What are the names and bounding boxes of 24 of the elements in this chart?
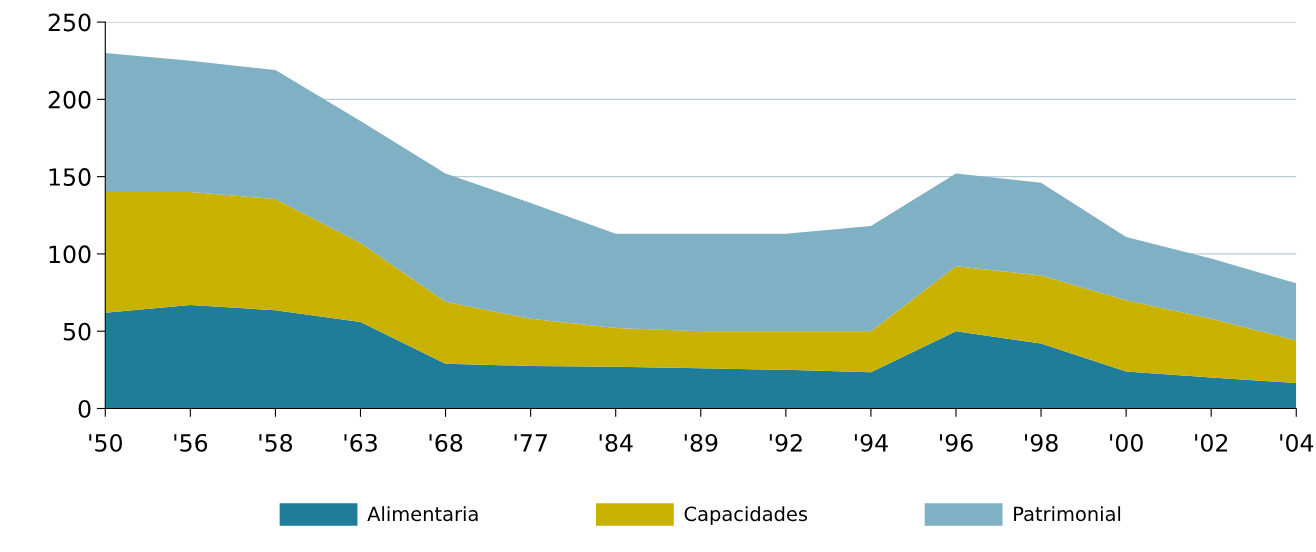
x-tick-label: '84 — [599, 433, 633, 452]
y-tick-label: 0 — [78, 399, 91, 418]
x-tick-label: '96 — [939, 433, 973, 452]
x-tick-label: '68 — [429, 433, 463, 452]
y-tick-label: 200 — [48, 90, 91, 109]
x-tick-label: '94 — [854, 433, 888, 452]
y-tick-label: 150 — [49, 168, 91, 186]
legend-label: Alimentaria — [367, 506, 478, 522]
legend-label: Capacidades — [684, 506, 808, 525]
x-tick-label: '04 — [1280, 433, 1314, 452]
x-tick-label: '56 — [174, 433, 208, 452]
x-tick-label: '00 — [1110, 433, 1143, 452]
x-tick-label: '92 — [769, 433, 802, 452]
x-tick-label: '77 — [514, 434, 547, 452]
y-tick-label: 100 — [49, 245, 91, 264]
y-tick-label: 50 — [63, 322, 91, 341]
x-tick-label: '50 — [89, 433, 122, 452]
x-tick-label: '98 — [1025, 433, 1058, 452]
x-tick-label: '58 — [259, 433, 293, 452]
legend-label: Patrimonial — [1014, 506, 1121, 522]
x-tick-label: '02 — [1195, 433, 1228, 452]
x-tick-label: '63 — [344, 433, 377, 452]
y-tick-label: 250 — [48, 13, 91, 32]
x-tick-label: '89 — [684, 433, 718, 452]
